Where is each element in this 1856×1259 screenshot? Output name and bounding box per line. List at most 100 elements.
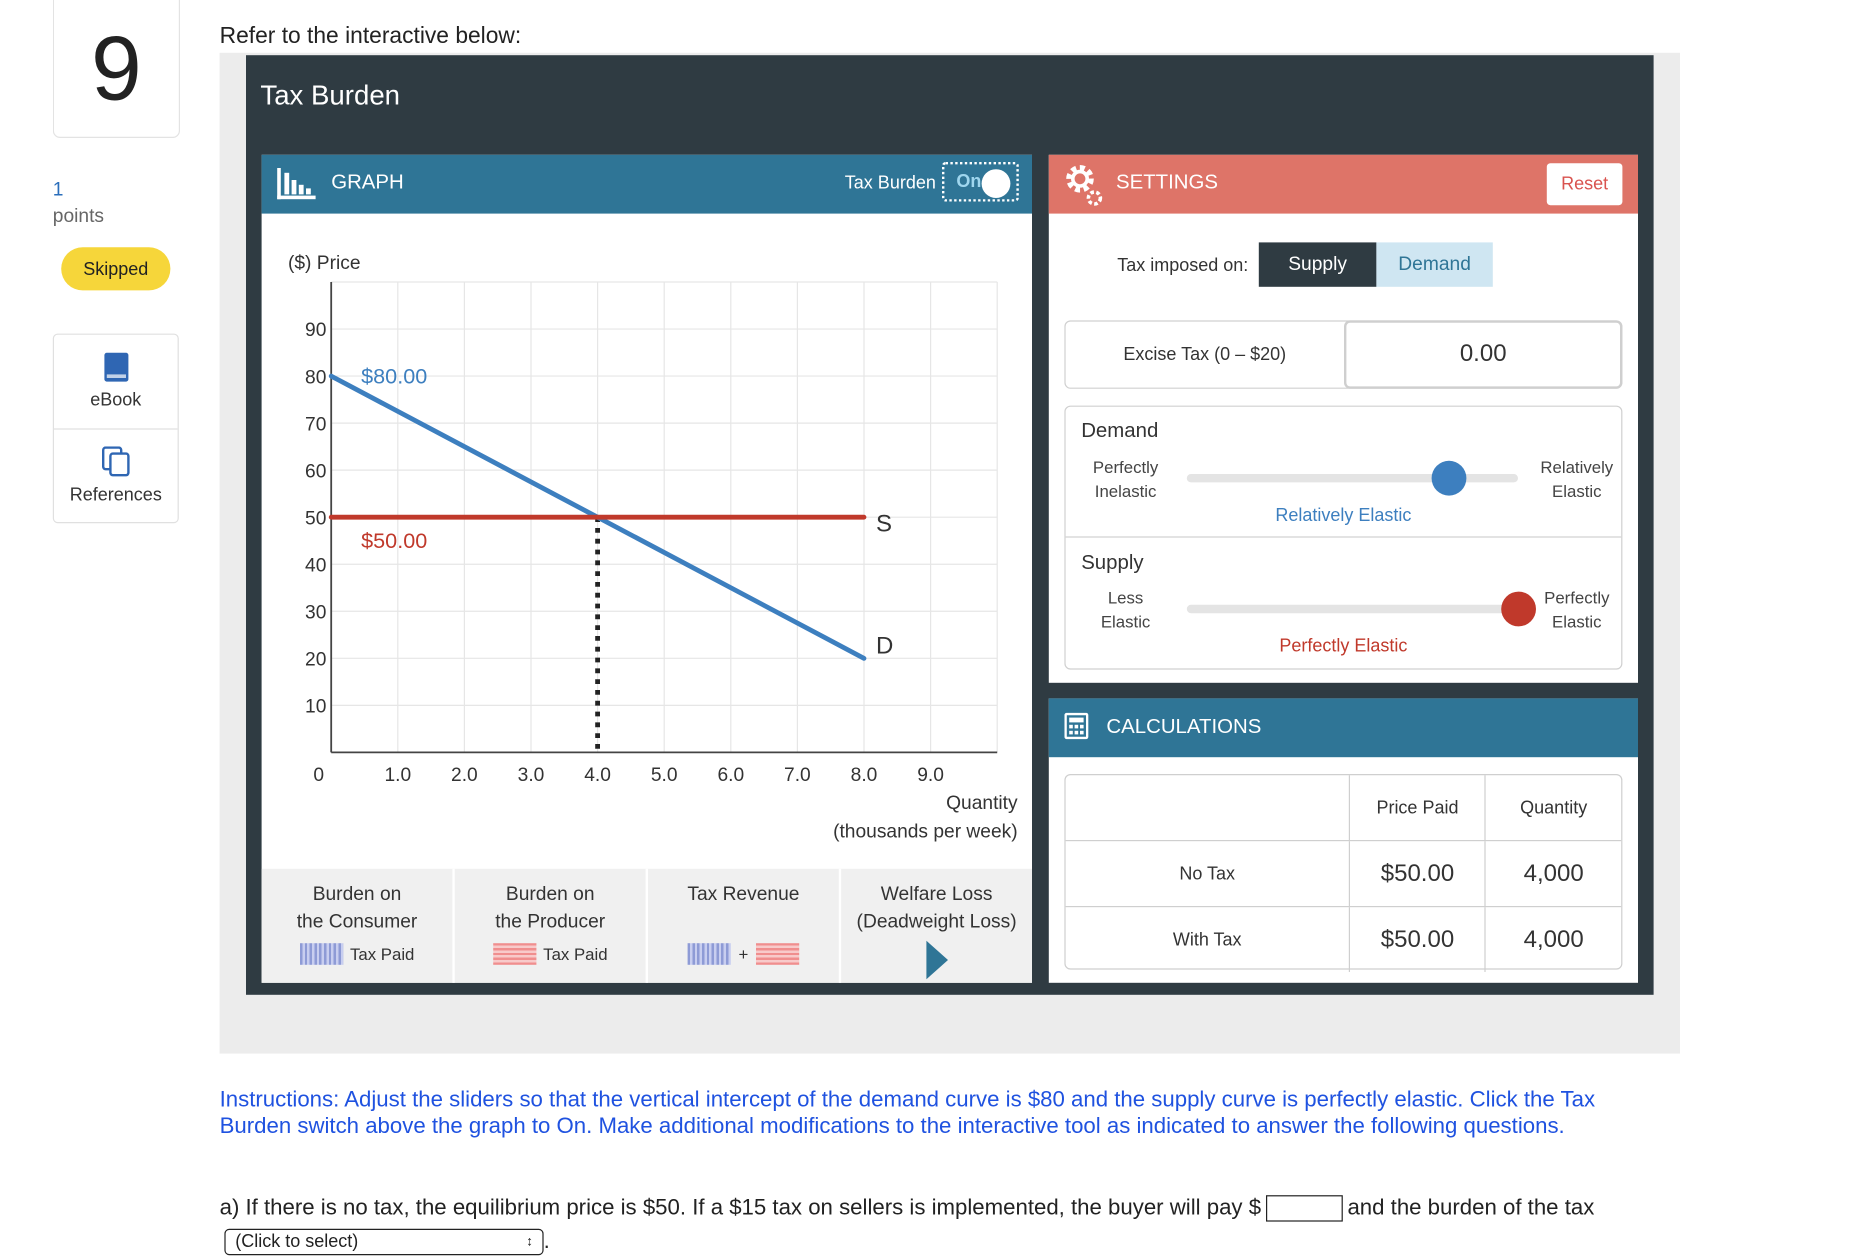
- row-label: With Tax: [1172, 929, 1242, 950]
- toggle-knob: [981, 169, 1011, 199]
- row-quantity: 4,000: [1484, 841, 1621, 907]
- book-icon: [103, 352, 128, 382]
- question-prompt: Refer to the interactive below:: [219, 24, 522, 50]
- status-badge: Skipped: [61, 247, 171, 291]
- slider-divider: [1065, 536, 1622, 538]
- y-tick-label: 70: [305, 414, 326, 435]
- row-quantity: 4,000: [1484, 907, 1621, 973]
- welfare-loss: Welfare Loss (Deadweight Loss): [841, 868, 1032, 983]
- y-tick-label: 40: [305, 555, 326, 576]
- part-a-text-after: and the burden of the tax: [1347, 1194, 1595, 1220]
- settings-title: SETTINGS: [1116, 170, 1219, 194]
- gear-icon: [1066, 165, 1103, 206]
- row-label: No Tax: [1179, 863, 1236, 884]
- x-tick-label: 5.0: [651, 765, 678, 786]
- welfare-loss-line2: (Deadweight Loss): [856, 912, 1017, 933]
- supply-slider-track[interactable]: [1186, 604, 1518, 614]
- price-annotation: $80.00: [361, 363, 427, 388]
- x-axis-label-line1: Quantity: [946, 793, 1018, 814]
- producer-tax-paid: Tax Paid: [543, 944, 608, 964]
- question-number: 9: [52, 0, 180, 138]
- part-a-text-before: a) If there is no tax, the equilibrium p…: [219, 1194, 1262, 1220]
- settings-header: [1048, 154, 1639, 214]
- revenue-blue-swatch: [688, 943, 732, 965]
- ebook-label: eBook: [90, 390, 142, 411]
- excise-tax-input[interactable]: 0.00: [1344, 320, 1623, 389]
- widget-title: Tax Burden: [260, 79, 401, 111]
- calculations-table: Price Paid Quantity No Tax $50.00 4,000 …: [1064, 774, 1623, 973]
- tax-burden-chart: ($) Price 1.0 2.0 3.0 4.0 5.0 6.0 7.0 8.0 9.0 10 2…: [288, 253, 1018, 843]
- table-header-row: Price Paid Quantity: [1066, 775, 1622, 841]
- tools-panel: eBook References: [52, 333, 179, 524]
- revenue-red-swatch: [755, 943, 799, 965]
- points-label: points: [52, 206, 105, 227]
- ebook-button[interactable]: eBook: [54, 335, 178, 427]
- graph-panel: [261, 154, 1033, 983]
- calculations-title: CALCULATIONS: [1106, 715, 1262, 738]
- select-arrows-icon: ↕: [526, 1234, 533, 1250]
- burden-legend: Burden on the Consumer Tax Paid Burden o…: [261, 868, 1032, 983]
- tax-revenue: Tax Revenue +: [648, 868, 842, 983]
- excise-tax-label: Excise Tax (0 – $20): [1123, 344, 1287, 365]
- buyer-pays-input[interactable]: [1265, 1195, 1343, 1222]
- demand-slider-title: Demand: [1081, 418, 1159, 442]
- calculator-icon: [1064, 712, 1089, 740]
- supply-option-button[interactable]: Supply: [1258, 242, 1377, 287]
- welfare-loss-line1: Welfare Loss: [880, 884, 993, 905]
- y-tick-label: 90: [305, 320, 326, 341]
- part-a-end: .: [543, 1227, 550, 1253]
- tax-burden-toggle-label: Tax Burden: [844, 172, 936, 194]
- demand-slider-handle[interactable]: [1431, 460, 1466, 496]
- burden-producer: Burden on the Producer Tax Paid: [454, 868, 648, 983]
- origin-label: 0: [313, 765, 324, 786]
- tax-imposed-label: Tax imposed on:: [1117, 255, 1249, 276]
- demand-option-button[interactable]: Demand: [1376, 242, 1493, 287]
- table-row: No Tax $50.00 4,000: [1065, 840, 1622, 907]
- calculations-header: [1048, 698, 1639, 758]
- y-tick-label: 50: [305, 508, 326, 529]
- x-tick-label: 6.0: [717, 765, 744, 786]
- price-annotation: $50.00: [361, 528, 427, 553]
- burden-consumer-line1: Burden on: [312, 884, 402, 905]
- toggle-state: On: [956, 171, 982, 192]
- x-tick-label: 3.0: [518, 765, 545, 786]
- chart-lines: DS: [328, 373, 893, 753]
- tax-burden-toggle[interactable]: On: [942, 162, 1019, 202]
- supply-slider-handle[interactable]: [1500, 591, 1536, 627]
- graph-title: GRAPH: [331, 170, 404, 194]
- x-tick-label: 9.0: [917, 765, 944, 786]
- part-a-question: a) If there is no tax, the equilibrium p…: [220, 1190, 1660, 1257]
- bar-chart-icon: [277, 168, 316, 200]
- consumer-swatch: [299, 943, 343, 965]
- burden-select[interactable]: (Click to select) ↕: [224, 1228, 544, 1256]
- copy-icon: [101, 446, 130, 477]
- supply-slider-title: Supply: [1081, 550, 1144, 574]
- demand-left-label: Perfectly Inelastic: [1092, 457, 1159, 501]
- references-button[interactable]: References: [54, 428, 178, 522]
- supply-slider-value: Perfectly Elastic: [1279, 636, 1408, 657]
- reset-button[interactable]: Reset: [1546, 163, 1623, 206]
- row-price: $50.00: [1348, 841, 1485, 907]
- row-price: $50.00: [1348, 907, 1485, 973]
- instructions-text: Instructions: Adjust the sliders so that…: [219, 1086, 1596, 1138]
- y-tick-label: 30: [305, 602, 326, 623]
- points-value: 1: [52, 180, 64, 201]
- supply-right-label: Perfectly Elastic: [1544, 588, 1610, 632]
- table-header-price: Price Paid: [1348, 775, 1485, 841]
- producer-swatch: [492, 943, 536, 965]
- y-tick-label: 60: [305, 461, 326, 482]
- references-label: References: [69, 484, 162, 506]
- series-label-s: S: [876, 511, 892, 538]
- burden-consumer: Burden on the Consumer Tax Paid: [261, 868, 455, 983]
- table-header-cell: [1066, 775, 1349, 840]
- excise-tax-group: Excise Tax (0 – $20) 0.00: [1064, 320, 1623, 389]
- demand-slider-track[interactable]: [1186, 474, 1518, 483]
- burden-consumer-line2: the Consumer: [296, 912, 418, 933]
- elasticity-sliders: Demand Perfectly Inelastic Relatively Elas…: [1064, 405, 1623, 670]
- demand-slider-value: Relatively Elastic: [1275, 505, 1412, 526]
- burden-select-value: (Click to select): [235, 1231, 359, 1252]
- play-triangle-icon: [925, 940, 948, 980]
- y-tick-label: 80: [305, 367, 326, 388]
- x-tick-label: 4.0: [584, 765, 611, 786]
- x-tick-label: 2.0: [451, 765, 478, 786]
